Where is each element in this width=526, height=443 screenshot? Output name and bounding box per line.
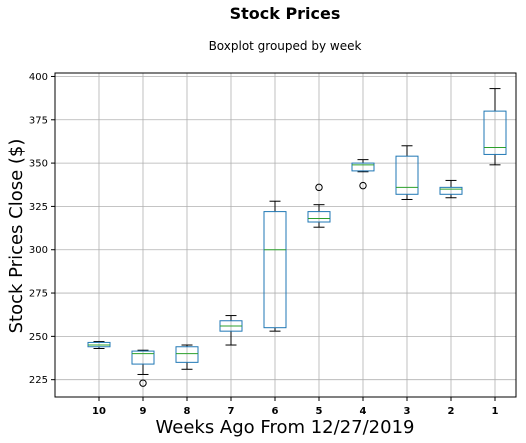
x-tick-label: 9 — [140, 406, 147, 417]
x-tick-label: 5 — [316, 406, 323, 417]
chart-title: Stock Prices — [230, 4, 341, 23]
x-axis: 10 9 8 7 6 5 4 3 2 1 — [92, 397, 498, 417]
y-axis-label: Stock Prices Close ($) — [6, 139, 27, 334]
box-week-2 — [440, 180, 462, 197]
x-tick-label: 10 — [92, 406, 106, 417]
y-axis: 225 250 275 300 325 350 375 400 — [29, 72, 55, 386]
box-group — [88, 89, 506, 387]
box-week-10 — [88, 342, 110, 349]
y-tick-label: 350 — [29, 159, 48, 170]
y-tick-label: 400 — [29, 72, 48, 83]
y-tick-label: 300 — [29, 245, 48, 256]
y-tick-label: 225 — [29, 375, 48, 386]
x-tick-label: 8 — [184, 406, 191, 417]
y-tick-label: 250 — [29, 332, 48, 343]
x-tick-label: 2 — [448, 406, 455, 417]
y-tick-label: 325 — [29, 202, 48, 213]
x-tick-label: 4 — [360, 406, 367, 417]
y-tick-label: 375 — [29, 115, 48, 126]
x-axis-label: Weeks Ago From 12/27/2019 — [156, 417, 415, 438]
x-tick-label: 3 — [404, 406, 411, 417]
x-tick-label: 1 — [492, 406, 499, 417]
y-tick-label: 275 — [29, 289, 48, 300]
x-tick-label: 6 — [272, 406, 279, 417]
x-tick-label: 7 — [228, 406, 235, 417]
chart-subtitle: Boxplot grouped by week — [209, 39, 362, 53]
